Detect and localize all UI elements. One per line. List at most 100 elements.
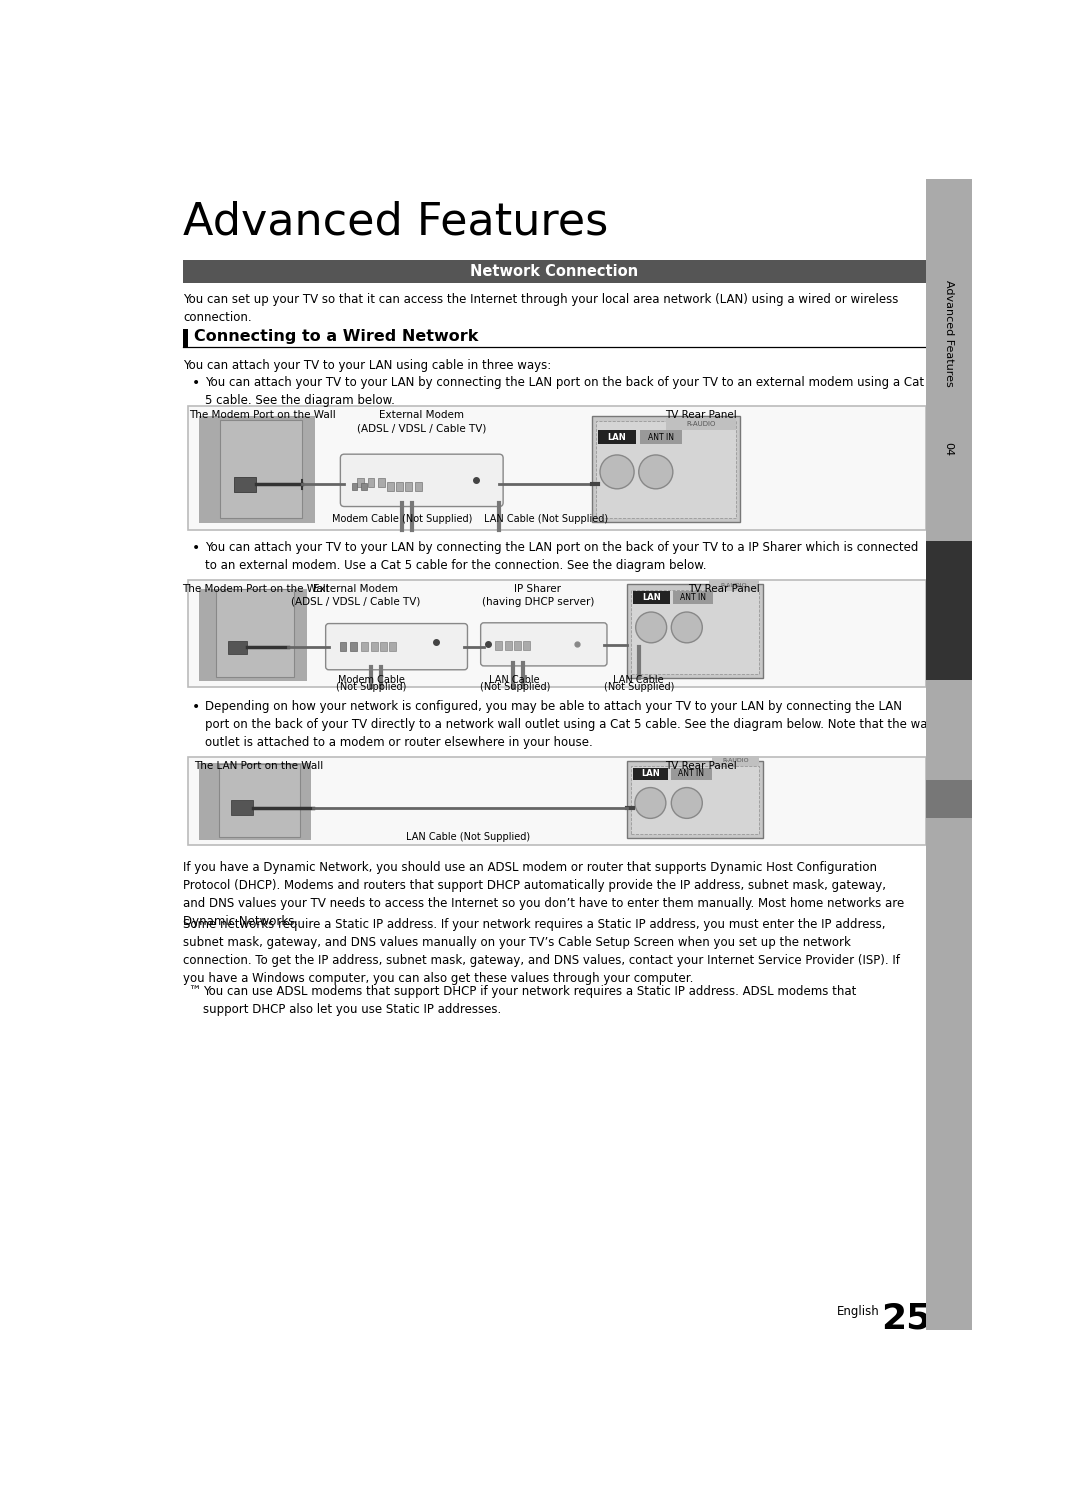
- Bar: [396, 483, 403, 492]
- Text: LAN: LAN: [642, 769, 660, 778]
- Bar: [926, 541, 972, 680]
- Bar: [666, 418, 735, 430]
- Bar: [188, 757, 926, 846]
- Bar: [228, 641, 247, 654]
- Bar: [673, 592, 713, 604]
- Bar: [496, 641, 502, 650]
- Bar: [504, 641, 512, 650]
- Bar: [926, 179, 972, 1330]
- Text: LAN Cable (Not Supplied): LAN Cable (Not Supplied): [406, 832, 530, 843]
- Text: 25: 25: [881, 1301, 931, 1336]
- Text: Depending on how your network is configured, you may be able to attach your TV t: Depending on how your network is configu…: [205, 699, 934, 748]
- Bar: [524, 641, 530, 650]
- Bar: [199, 763, 311, 840]
- FancyBboxPatch shape: [326, 623, 468, 669]
- Bar: [183, 260, 926, 284]
- Text: Advanced Features: Advanced Features: [944, 279, 954, 387]
- Bar: [220, 420, 301, 518]
- Text: ANT IN: ANT IN: [680, 593, 706, 602]
- Bar: [231, 799, 253, 816]
- Text: External Modem
(ADSL / VDSL / Cable TV): External Modem (ADSL / VDSL / Cable TV): [292, 584, 420, 607]
- Bar: [633, 592, 670, 604]
- Text: LAN: LAN: [608, 433, 626, 442]
- Bar: [387, 483, 394, 492]
- FancyBboxPatch shape: [340, 454, 503, 506]
- Text: 04: 04: [944, 442, 954, 456]
- Bar: [514, 641, 521, 650]
- Text: External Modem
(ADSL / VDSL / Cable TV): External Modem (ADSL / VDSL / Cable TV): [357, 411, 486, 433]
- Text: TV Rear Panel: TV Rear Panel: [665, 760, 737, 771]
- Circle shape: [636, 613, 666, 642]
- Circle shape: [672, 613, 702, 642]
- Bar: [199, 415, 314, 523]
- Text: IP Sharer
(having DHCP server): IP Sharer (having DHCP server): [482, 584, 594, 607]
- Bar: [188, 580, 926, 687]
- Bar: [631, 590, 759, 674]
- Bar: [367, 478, 375, 487]
- Bar: [378, 478, 386, 487]
- Bar: [926, 780, 972, 819]
- Text: You can attach your TV to your LAN by connecting the LAN port on the back of you: You can attach your TV to your LAN by co…: [205, 541, 918, 572]
- Bar: [356, 478, 364, 487]
- Text: Advanced Features: Advanced Features: [183, 200, 608, 244]
- Bar: [592, 415, 740, 521]
- Text: If you have a Dynamic Network, you should use an ADSL modem or router that suppo: If you have a Dynamic Network, you shoul…: [183, 861, 904, 928]
- Bar: [216, 589, 294, 677]
- Text: The LAN Port on the Wall: The LAN Port on the Wall: [194, 760, 324, 771]
- Text: (Not Supplied): (Not Supplied): [480, 683, 550, 692]
- Bar: [597, 430, 636, 444]
- Text: You can set up your TV so that it can access the Internet through your local are: You can set up your TV so that it can ac…: [183, 293, 899, 324]
- Bar: [405, 483, 413, 492]
- Bar: [352, 484, 357, 490]
- Text: You can attach your TV to your LAN by connecting the LAN port on the back of you: You can attach your TV to your LAN by co…: [205, 375, 923, 406]
- Circle shape: [672, 787, 702, 819]
- Bar: [362, 484, 367, 490]
- Text: The Modem Port on the Wall: The Modem Port on the Wall: [189, 411, 336, 420]
- Text: R-AUDIO: R-AUDIO: [723, 757, 748, 763]
- Text: Modem Cable (Not Supplied): Modem Cable (Not Supplied): [333, 514, 473, 524]
- Bar: [713, 756, 759, 766]
- Bar: [380, 642, 387, 650]
- Bar: [183, 329, 188, 347]
- FancyBboxPatch shape: [481, 623, 607, 666]
- Bar: [627, 760, 762, 838]
- Text: Network Connection: Network Connection: [470, 264, 638, 279]
- Bar: [633, 768, 669, 780]
- Text: (Not Supplied): (Not Supplied): [604, 683, 674, 692]
- Circle shape: [635, 787, 666, 819]
- Bar: [631, 766, 759, 834]
- Text: LAN Cable: LAN Cable: [613, 675, 664, 686]
- Bar: [199, 589, 307, 681]
- Text: LAN Cable: LAN Cable: [489, 675, 540, 686]
- Bar: [350, 642, 356, 650]
- Bar: [188, 406, 926, 530]
- Text: ™: ™: [188, 985, 200, 998]
- Bar: [708, 581, 759, 592]
- Circle shape: [600, 456, 634, 489]
- Circle shape: [638, 456, 673, 489]
- Text: •: •: [192, 699, 201, 714]
- Text: LAN: LAN: [642, 593, 661, 602]
- Text: ANT IN: ANT IN: [678, 769, 704, 778]
- Text: (Not Supplied): (Not Supplied): [336, 683, 406, 692]
- Text: TV Rear Panel: TV Rear Panel: [688, 584, 760, 593]
- Bar: [218, 763, 300, 837]
- Bar: [627, 584, 762, 678]
- Bar: [339, 642, 346, 650]
- Text: English: English: [836, 1306, 879, 1318]
- Text: R-AUDIO: R-AUDIO: [720, 583, 747, 589]
- Bar: [596, 421, 735, 518]
- Bar: [415, 483, 422, 492]
- Bar: [362, 642, 368, 650]
- Bar: [370, 642, 378, 650]
- Text: Modem Cable: Modem Cable: [338, 675, 405, 686]
- Text: You can attach your TV to your LAN using cable in three ways:: You can attach your TV to your LAN using…: [183, 360, 551, 372]
- Bar: [234, 477, 256, 492]
- Text: Some networks require a Static IP address. If your network requires a Static IP : Some networks require a Static IP addres…: [183, 919, 900, 986]
- Text: •: •: [192, 541, 201, 556]
- Text: ANT IN: ANT IN: [648, 433, 674, 442]
- Bar: [389, 642, 396, 650]
- Bar: [639, 430, 683, 444]
- Text: The Modem Port on the Wall: The Modem Port on the Wall: [181, 584, 328, 593]
- Text: R-AUDIO: R-AUDIO: [686, 421, 715, 427]
